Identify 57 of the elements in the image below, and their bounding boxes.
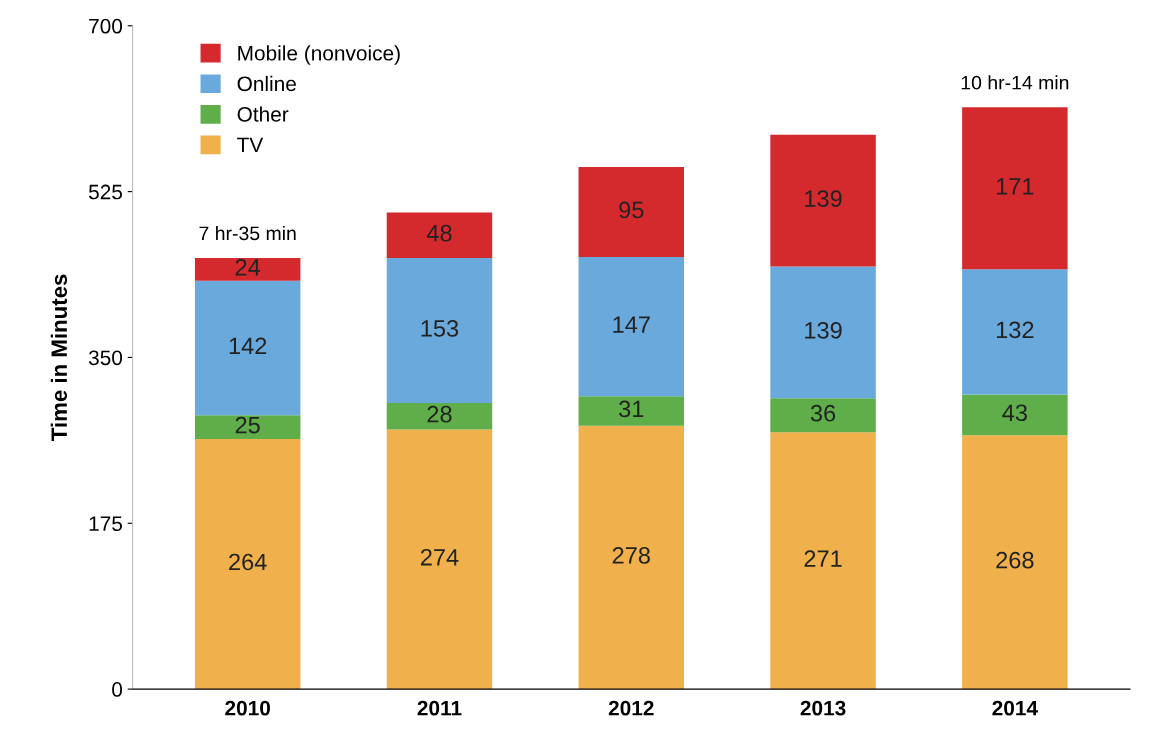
- x-tick-label: 2011: [417, 700, 462, 716]
- y-tick-label: 525: [88, 184, 122, 200]
- legend-label: Mobile (nonvoice): [238, 45, 400, 65]
- data-label: 43: [1002, 404, 1027, 422]
- bar: [386, 429, 493, 690]
- bar: [770, 266, 876, 399]
- data-label: 25: [235, 416, 260, 434]
- bar: [578, 425, 685, 690]
- data-label: 271: [804, 550, 842, 567]
- data-label: 28: [427, 405, 452, 423]
- bar: [962, 394, 1068, 436]
- data-label: 147: [613, 316, 650, 333]
- data-label: 171: [996, 178, 1034, 195]
- data-label: 139: [805, 321, 842, 339]
- bar: [386, 257, 493, 403]
- bar: [962, 435, 1068, 690]
- bar: [386, 212, 493, 258]
- x-tick-label: 2013: [800, 700, 846, 716]
- data-label: 278: [612, 547, 650, 564]
- data-label: 48: [426, 224, 452, 242]
- bar: [578, 257, 685, 397]
- legend-label: Other: [237, 106, 289, 122]
- data-label: 142: [229, 337, 267, 355]
- bar: [770, 432, 876, 690]
- bar: [194, 438, 301, 690]
- bar: [770, 398, 876, 433]
- y-axis-title: Time in Minutes: [50, 274, 68, 441]
- data-label: 264: [229, 553, 267, 571]
- x-tick-label: 2010: [225, 700, 270, 716]
- data-label: 139: [805, 190, 842, 207]
- data-label: 31: [619, 400, 644, 418]
- data-label: 153: [421, 320, 459, 337]
- x-tick-label: 2012: [608, 700, 654, 716]
- data-label: 24: [235, 258, 261, 276]
- bar: [962, 107, 1068, 270]
- data-label: 132: [996, 321, 1034, 339]
- y-tick-label: 175: [89, 516, 122, 532]
- data-label: 95: [619, 201, 644, 219]
- legend-label: Online: [237, 75, 296, 92]
- annotation: 10 hr-14 min: [961, 75, 1069, 90]
- y-tick-label: 0: [112, 682, 123, 697]
- bar: [578, 396, 685, 426]
- bar: [194, 415, 301, 439]
- bar: [962, 269, 1068, 395]
- legend-label: TV: [237, 137, 264, 153]
- bar: [194, 257, 301, 281]
- bar: [578, 166, 685, 257]
- x-tick-label: 2014: [992, 700, 1038, 716]
- bar: [386, 402, 493, 430]
- data-label: 274: [420, 548, 459, 566]
- data-label: 36: [810, 404, 836, 422]
- annotation: 7 hr-35 min: [199, 225, 296, 241]
- bar: [194, 280, 301, 416]
- y-tick-label: 350: [88, 350, 123, 366]
- y-tick-label: 700: [89, 18, 123, 34]
- bar: [770, 134, 876, 267]
- data-label: 268: [996, 551, 1034, 569]
